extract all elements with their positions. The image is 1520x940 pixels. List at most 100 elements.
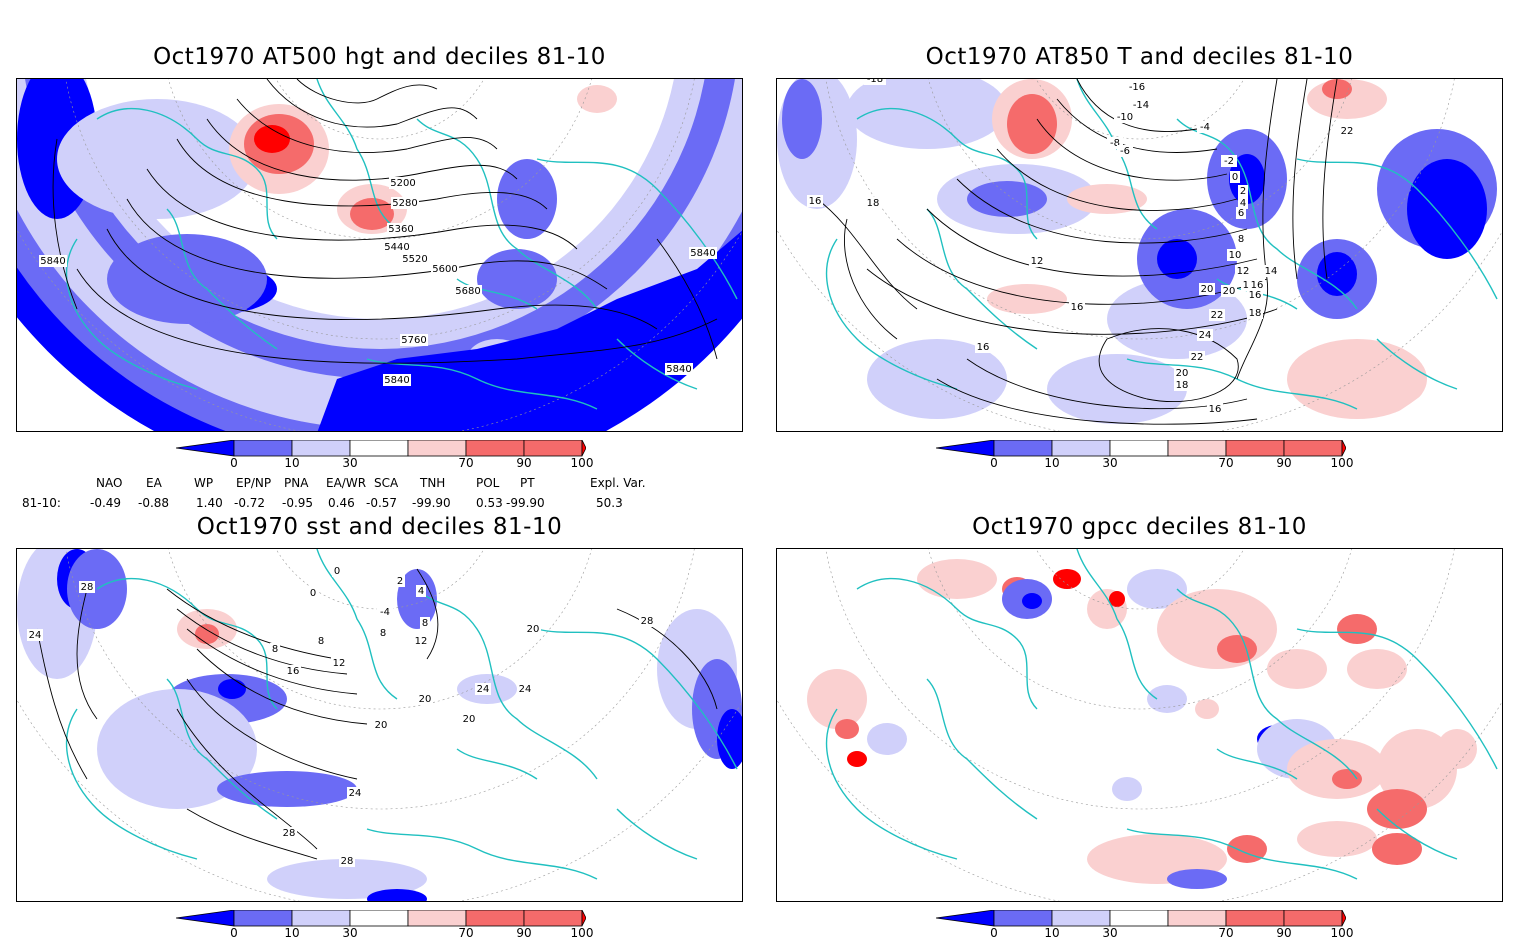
coastline (1216, 748, 1298, 780)
map-outside-mask (17, 549, 742, 901)
colorbar-segment (1051, 440, 1111, 457)
contour-label: 5840 (40, 256, 65, 267)
contour-line (866, 268, 1278, 335)
contour-label-bg (339, 855, 355, 867)
contour-line (996, 148, 1238, 211)
coastline (1176, 118, 1358, 310)
contour-label-bg (1339, 125, 1355, 137)
contour-label: 0 (1232, 172, 1238, 183)
coastline (1296, 158, 1498, 300)
colorbar-bottom-left: 0 10 30 70 90 100 (176, 910, 593, 940)
contour-label: 10 (1229, 250, 1242, 261)
index-value: 0.53 (476, 496, 503, 510)
contour-line (176, 708, 318, 850)
colorbar-tick-label: 70 (458, 456, 474, 470)
colorbar-segment (349, 440, 409, 457)
map-gpcc-svg (777, 549, 1502, 901)
colorbar-top-right: 0 10 30 70 90 100 (936, 440, 1353, 474)
coastline (536, 628, 738, 770)
decile-region (1167, 869, 1227, 889)
decile-region (782, 79, 822, 159)
contour-label-bg (1197, 121, 1213, 133)
decile-region (717, 709, 742, 769)
latitude-gridline (928, 79, 1352, 240)
colorbar-segment (233, 910, 293, 927)
colorbar-tick-label: 0 (990, 456, 998, 470)
coastline (926, 678, 1038, 820)
colorbar-segment (1225, 440, 1285, 457)
contour-label-bg (377, 606, 393, 618)
colorbar-bottom-right: 0 10 30 70 90 100 (936, 910, 1353, 940)
contour-label: 16 (1209, 404, 1222, 415)
index-header: PT (520, 476, 535, 490)
decile-region (917, 559, 997, 599)
decile-region (1367, 789, 1427, 829)
coastline (166, 208, 278, 350)
coastline (1376, 808, 1458, 860)
map-t850: -18-16-14-10-8-6-4-202468101214161820222… (776, 78, 1503, 432)
colorbar-segment (465, 910, 525, 927)
decile-region (397, 569, 437, 629)
colorbar-segment (465, 440, 525, 457)
contour-label: 18 (1249, 308, 1262, 319)
contour-label: -8 (1110, 138, 1120, 149)
contour-line (36, 628, 88, 780)
coastline (416, 588, 598, 780)
contour-label-bg (525, 623, 541, 635)
contour-label: 24 (1199, 330, 1212, 341)
panel-title-t850: Oct1970 AT850 T and deciles 81-10 (925, 44, 1354, 70)
contour-label: 4 (1240, 198, 1246, 209)
colorbar-segment (1109, 440, 1169, 457)
decile-region (1372, 833, 1422, 865)
colorbar-arrow-low (176, 440, 235, 457)
contour-label: 18 (867, 198, 880, 209)
coastline (616, 338, 698, 390)
contour-line (266, 79, 478, 128)
colorbar-segment (233, 440, 293, 457)
decile-region (317, 230, 742, 431)
decile-region (254, 125, 290, 153)
contour-label-bg (270, 643, 280, 655)
contour-label: 8 (272, 644, 278, 655)
contour-label: 16 (1251, 280, 1264, 291)
contour-line (186, 808, 318, 860)
contour-label-bg (316, 635, 326, 647)
decile-region (847, 751, 867, 767)
decile-region (1267, 649, 1327, 689)
contour-label: 20 (1201, 284, 1214, 295)
contour-line (76, 268, 718, 364)
contour-label: 24 (519, 684, 532, 695)
coastline (65, 238, 198, 390)
contour-label-bg (308, 587, 318, 599)
coastline (1076, 549, 1158, 700)
contour-label: 5440 (384, 242, 409, 253)
coastline (536, 158, 738, 300)
decile-region (1337, 614, 1377, 644)
map-t850-svg: -18-16-14-10-8-6-4-202468101214161820222… (777, 79, 1502, 431)
contour-label: 5840 (690, 248, 715, 259)
index-header: EP/NP (236, 476, 272, 490)
contour-label-bg (387, 223, 415, 235)
decile-region (497, 159, 557, 239)
contour-label-bg (383, 374, 411, 386)
colorbar-segment (291, 440, 351, 457)
colorbar-arrow-low (176, 910, 235, 927)
map-outside-mask (777, 549, 1502, 901)
colorbar-segment (1283, 440, 1343, 457)
contour-label-bg (79, 581, 95, 593)
colorbar-tick-label: 10 (284, 456, 300, 470)
contour-line (196, 648, 368, 725)
contour-label: 20 (419, 694, 432, 705)
decile-region (195, 624, 219, 644)
decile-region (218, 679, 246, 699)
colorbar-segment (523, 910, 583, 927)
colorbar-tick-label: 30 (342, 926, 358, 940)
coastline (166, 678, 278, 820)
decile-region (1287, 339, 1427, 419)
map-sst: 28 24 0 2 4 -4 0 8 8 8 12 16 20 20 24 20 24 24 28 28 28 20 12 8 (16, 548, 743, 902)
index-value: -99.90 (506, 496, 545, 510)
colorbar-svg (176, 910, 586, 927)
contour-label: 6 (1238, 208, 1244, 219)
index-row-label: 81-10: (22, 496, 61, 510)
contour-label-bg (689, 247, 717, 259)
